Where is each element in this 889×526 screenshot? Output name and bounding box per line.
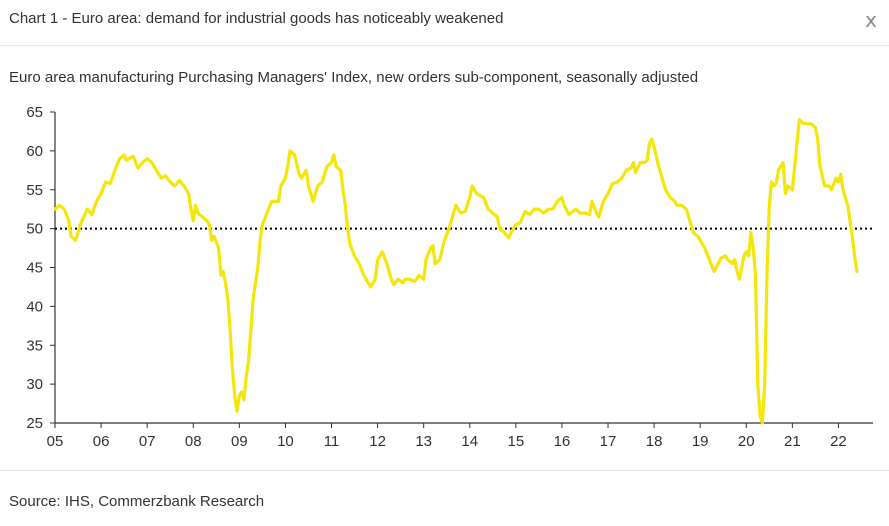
- y-tick-label: 35: [26, 337, 43, 354]
- y-tick-label: 25: [26, 415, 43, 432]
- series-group: [53, 118, 859, 425]
- y-tick-label: 60: [26, 143, 43, 160]
- line-chart: 25 30 35 40 45 50 55 60 65 05 06 07 08 09 10 11 12 13 14 1…: [26, 104, 873, 450]
- y-axis: 25 30 35 40 45 50 55 60 65: [26, 104, 56, 432]
- x-tick-label: 18: [646, 433, 663, 450]
- series-line-pmi-new-orders: [53, 118, 859, 425]
- x-tick-label: 13: [415, 433, 432, 450]
- source-note: Source: IHS, Commerzbank Research: [9, 493, 265, 510]
- x-tick-label: 10: [277, 433, 294, 450]
- footer-divider: [0, 470, 889, 471]
- x-tick-label: 08: [185, 433, 202, 450]
- x-axis: 05 06 07 08 09 10 11 12 13 14 15 16 17 18 19 20 21 22: [47, 422, 873, 450]
- x-tick-label: 17: [600, 433, 617, 450]
- x-tick-label: 16: [554, 433, 571, 450]
- x-tick-label: 14: [461, 433, 478, 450]
- dialog-header: Chart 1 - Euro area: demand for industri…: [0, 0, 889, 46]
- y-tick-label: 45: [26, 260, 43, 277]
- x-tick-label: 07: [139, 433, 156, 450]
- x-tick-label: 20: [738, 433, 755, 450]
- x-tick-label: 11: [324, 433, 340, 450]
- x-tick-label: 19: [692, 433, 709, 450]
- chart-title: Euro area manufacturing Purchasing Manag…: [9, 69, 699, 86]
- x-tick-label: 12: [369, 433, 386, 450]
- close-button[interactable]: x: [865, 8, 877, 32]
- x-tick-label: 15: [508, 433, 525, 450]
- x-tick-label: 22: [830, 433, 847, 450]
- y-tick-label: 50: [26, 221, 43, 238]
- dialog-title: Chart 1 - Euro area: demand for industri…: [9, 10, 504, 27]
- x-tick-label: 09: [231, 433, 248, 450]
- y-tick-label: 65: [26, 104, 43, 121]
- x-tick-label: 21: [784, 433, 801, 450]
- x-tick-label: 06: [93, 433, 110, 450]
- y-tick-label: 30: [26, 376, 43, 393]
- x-tick-label: 05: [47, 433, 64, 450]
- y-tick-label: 55: [26, 182, 43, 199]
- y-tick-label: 40: [26, 298, 43, 315]
